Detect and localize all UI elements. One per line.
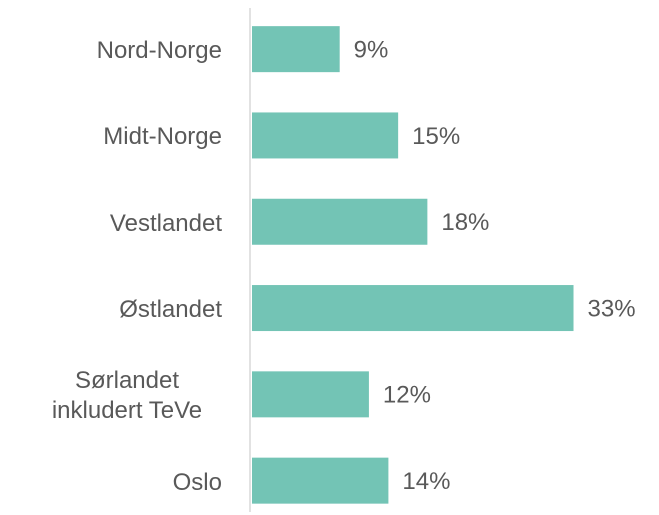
category-label: Oslo: [172, 468, 222, 496]
data-label: 15%: [412, 123, 460, 150]
bar: [252, 112, 399, 159]
data-label: 18%: [441, 209, 489, 236]
bar: [252, 26, 340, 73]
data-label: 14%: [402, 468, 450, 495]
data-label: 9%: [354, 36, 389, 63]
category-label: Nord-Norge: [96, 37, 222, 65]
category-label: Vestlandet: [109, 209, 222, 237]
data-label: 33%: [588, 295, 636, 322]
bar: [252, 198, 428, 245]
bar: [252, 457, 389, 504]
data-label: 12%: [383, 382, 431, 409]
category-label: Østlandet: [119, 296, 222, 324]
bar: [252, 285, 574, 332]
category-label: Sørlandet inkludert TeVe: [51, 367, 203, 425]
category-label: Midt-Norge: [103, 123, 222, 151]
bar: [252, 371, 369, 418]
